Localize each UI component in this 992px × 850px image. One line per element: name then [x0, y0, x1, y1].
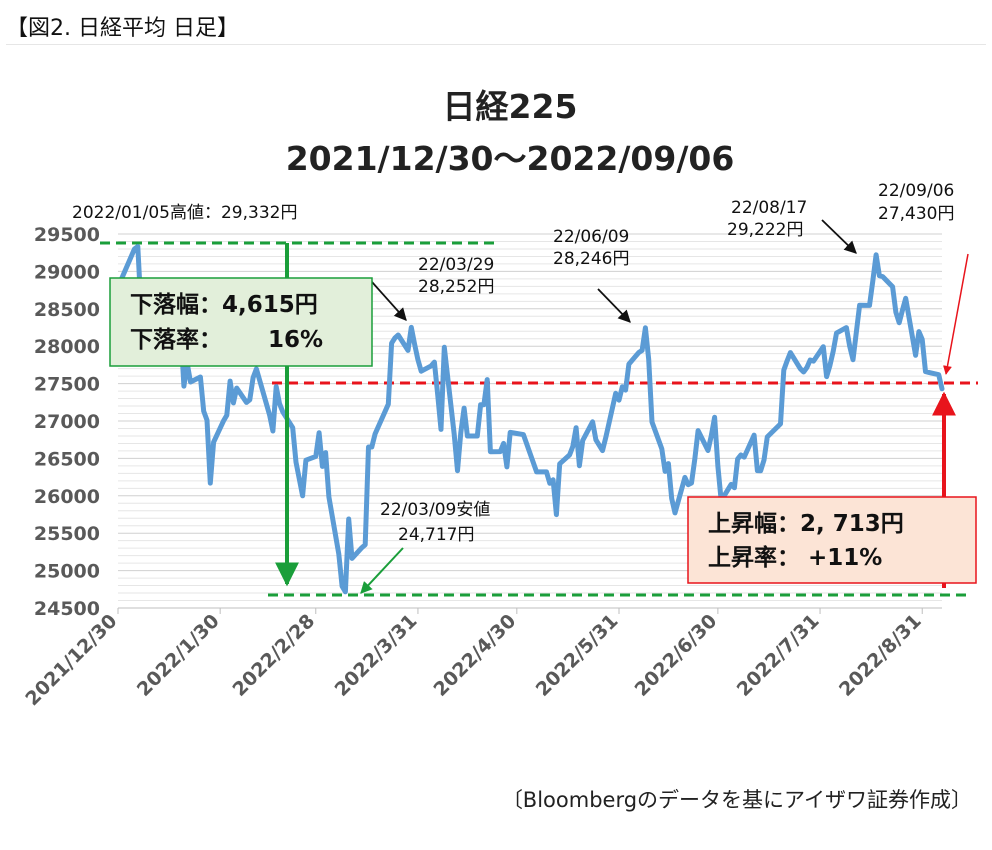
low-annotation-date: 22/03/09安値: [380, 500, 490, 520]
aug17-annotation-value: 29,222円: [727, 220, 803, 240]
rise-rate: 上昇率： +11%: [708, 544, 882, 571]
x-tick-label: 2022/5/31: [532, 610, 623, 701]
mar29-annotation-arrow: [371, 281, 407, 321]
y-tick-label: 24500: [34, 598, 100, 620]
mar29-annotation-date: 22/03/29: [418, 255, 494, 275]
decline-rate-label: 下落率：: [130, 326, 222, 353]
jun09-annotation-date: 22/06/09: [553, 227, 629, 247]
y-tick-label: 27000: [34, 411, 100, 433]
rise-amount: 上昇幅：2, 713円: [708, 511, 904, 537]
source-credit: 〔Bloombergのデータを基にアイザワ証券作成〕: [501, 788, 972, 812]
x-tick-label: 2022/1/30: [133, 610, 224, 701]
jun09-annotation-arrow: [597, 288, 631, 323]
aug17-annotation-arrow: [821, 219, 857, 254]
chart-subtitle: 2021/12/30～2022/09/06: [286, 139, 735, 178]
low-annotation-arrow: [360, 547, 404, 594]
y-tick-label: 25500: [34, 523, 100, 545]
x-tick-label: 2022/4/30: [430, 610, 521, 701]
nikkei-series-line: [115, 244, 945, 595]
x-tick-label: 2021/12/30: [21, 610, 121, 710]
low-annotation-value: 24,717円: [398, 525, 474, 545]
sep06-annotation-value: 27,430円: [878, 204, 954, 224]
x-tick-label: 2022/3/31: [331, 610, 422, 701]
y-tick-label: 25000: [34, 561, 100, 583]
rise-box: 上昇幅：2, 713円 上昇率： +11%: [687, 496, 977, 584]
y-tick-label: 28500: [34, 299, 100, 321]
decline-box: 下落幅：4,615円 下落率： 16%: [109, 277, 373, 367]
y-tick-label: 28000: [34, 336, 100, 358]
sep06-annotation-arrow: [943, 253, 969, 375]
x-axis-ticks: 2021/12/30 2022/1/30 2022/2/28 2022/3/31 202…: [21, 607, 942, 710]
y-tick-label: 29000: [34, 261, 100, 283]
x-tick-label: 2022/6/30: [631, 610, 722, 701]
y-tick-label: 26000: [34, 486, 100, 508]
y-tick-label: 29500: [34, 224, 100, 246]
figure-caption: 【図2. 日経平均 日足】: [6, 16, 239, 41]
chart-title: 日経225: [443, 87, 578, 126]
decline-rate-value: 16%: [268, 327, 323, 353]
sep06-annotation-date: 22/09/06: [878, 181, 954, 201]
x-tick-label: 2022/8/31: [835, 610, 926, 701]
x-tick-label: 2022/7/31: [733, 610, 824, 701]
aug17-annotation-date: 22/08/17: [731, 198, 807, 218]
y-tick-label: 26500: [34, 448, 100, 470]
mar29-annotation-value: 28,252円: [418, 277, 494, 297]
y-tick-label: 27500: [34, 374, 100, 396]
decline-amount: 下落幅：4,615円: [130, 292, 318, 318]
x-tick-label: 2022/2/28: [228, 610, 319, 701]
high-annotation-label: 2022/01/05高値：29,332円: [72, 203, 297, 223]
jun09-annotation-value: 28,246円: [553, 249, 629, 269]
caption-divider: [6, 44, 986, 45]
y-axis-ticks: 24500 25000 25500 26000 26500 27000 27500 28000…: [34, 224, 100, 620]
